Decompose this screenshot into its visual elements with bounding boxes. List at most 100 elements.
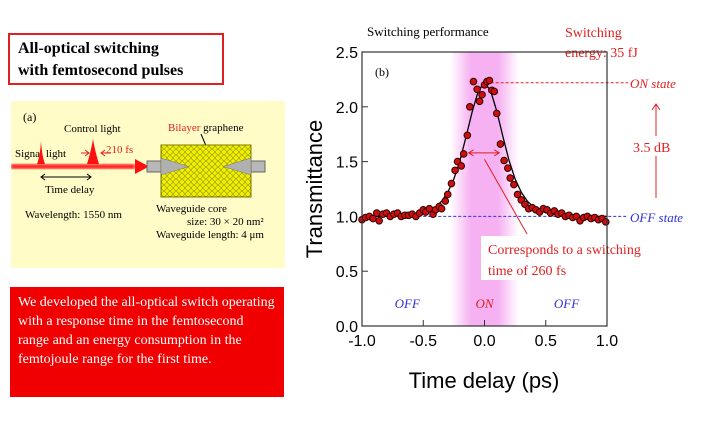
- x-tick-label: -1.0: [348, 333, 376, 350]
- data-point: [543, 206, 551, 214]
- data-point: [480, 81, 489, 89]
- data-point: [429, 210, 437, 219]
- data-point: [506, 174, 515, 182]
- data-point: [517, 196, 526, 204]
- data-point: [397, 212, 406, 221]
- data-point: [386, 212, 394, 221]
- data-point: [443, 190, 452, 199]
- data-point: [408, 210, 417, 219]
- panel-a-schematic: (a) Control light Signal light 210 fs Ti…: [11, 101, 285, 268]
- data-point: [463, 131, 472, 140]
- data-point: [579, 213, 588, 222]
- region-on: ON: [475, 296, 494, 311]
- data-point: [412, 212, 420, 221]
- data-point: [513, 190, 522, 199]
- x-tick-label: 0.5: [535, 333, 557, 350]
- data-point: [453, 157, 462, 166]
- data-point: [483, 77, 491, 86]
- summary-box: We developed the all-optical switch oper…: [10, 287, 284, 397]
- panel-b-label: (b): [375, 65, 389, 79]
- data-point: [421, 208, 430, 216]
- data-point: [496, 140, 505, 148]
- data-point: [524, 204, 533, 213]
- data-point: [390, 210, 398, 219]
- data-point: [546, 209, 555, 217]
- data-point: [539, 204, 548, 213]
- switch-time-bg: [481, 236, 681, 280]
- switch-time-pointer: [484, 159, 528, 235]
- data-point: [435, 202, 443, 211]
- on-region-band: [450, 52, 519, 326]
- data-point: [393, 209, 402, 217]
- energy-label-2: energy: 35 fJ: [565, 46, 638, 61]
- length-label: Waveguide length: 4 μm: [156, 229, 264, 241]
- data-point: [568, 213, 577, 222]
- data-point: [404, 211, 413, 220]
- energy-label-1: Switching: [565, 26, 622, 41]
- data-point: [572, 212, 581, 221]
- plot-frame: [361, 51, 608, 327]
- waveguide-graphene-icon: [146, 144, 266, 198]
- fit-curve: [361, 81, 608, 218]
- data-point: [503, 164, 512, 172]
- panel-a-label: (a): [23, 110, 36, 124]
- y-tick-label: 2.0: [336, 100, 358, 117]
- data-point: [576, 216, 584, 225]
- region-off-left: OFF: [395, 296, 421, 311]
- data-point: [561, 212, 570, 221]
- data-point: [459, 150, 468, 158]
- core-label-2: size: 30 × 20 nm²: [187, 216, 264, 228]
- data-point: [557, 209, 566, 217]
- pulse-train: [11, 139, 149, 174]
- title-line2: with femtosecond pulses: [18, 62, 184, 79]
- y-tick-label: 0.0: [336, 319, 358, 336]
- switch-time-arrow: [467, 149, 501, 157]
- time-delay-arrow: [40, 173, 92, 181]
- data-point: [535, 208, 544, 216]
- data-point: [587, 214, 595, 223]
- data-point: [457, 162, 466, 170]
- data-point: [419, 206, 428, 214]
- schematic-svg: (a) Control light Signal light 210 fs Ti…: [11, 110, 266, 241]
- data-point: [490, 87, 499, 96]
- data-point: [469, 77, 478, 86]
- wavelength-label: Wavelength: 1550 nm: [25, 209, 122, 221]
- data-point: [425, 204, 434, 213]
- data-point: [485, 76, 494, 85]
- data-point: [369, 214, 377, 223]
- switch-time-label-1: Corresponds to a switching: [488, 243, 641, 258]
- data-point: [488, 86, 496, 95]
- data-point: [447, 179, 456, 188]
- off-state-label: OFF state: [630, 210, 683, 225]
- data-point: [532, 206, 540, 214]
- data-point: [437, 204, 446, 213]
- y-tick-label: 2.5: [336, 45, 358, 62]
- data-point: [583, 212, 592, 221]
- data-point: [528, 203, 537, 212]
- title-box: All-optical switching with femtosecond p…: [8, 33, 224, 85]
- data-point: [598, 214, 606, 223]
- contrast-label: 3.5 dB: [633, 141, 670, 156]
- title-line1: All-optical switching: [18, 40, 159, 57]
- on-state-label: ON state: [630, 76, 676, 91]
- y-tick-label: 0.5: [336, 264, 358, 281]
- data-point: [554, 210, 562, 219]
- data-point: [358, 215, 366, 224]
- data-point: [401, 211, 409, 220]
- contrast-arrow: [651, 103, 661, 198]
- time-delay-label: Time delay: [45, 184, 95, 196]
- data-point: [372, 209, 381, 217]
- data-point: [590, 213, 599, 222]
- data-point: [521, 200, 529, 209]
- data-point: [510, 180, 518, 189]
- data-point: [361, 213, 370, 222]
- x-tick-label: 0.0: [473, 333, 495, 350]
- data-point: [492, 109, 501, 118]
- data-point: [601, 218, 610, 226]
- data-point: [500, 156, 508, 165]
- data-point: [478, 90, 486, 99]
- data-point: [379, 210, 387, 219]
- graphene-label: Bilayer graphene: [168, 122, 244, 134]
- data-point: [473, 85, 481, 94]
- x-axis-label: Time delay (ps): [409, 368, 560, 393]
